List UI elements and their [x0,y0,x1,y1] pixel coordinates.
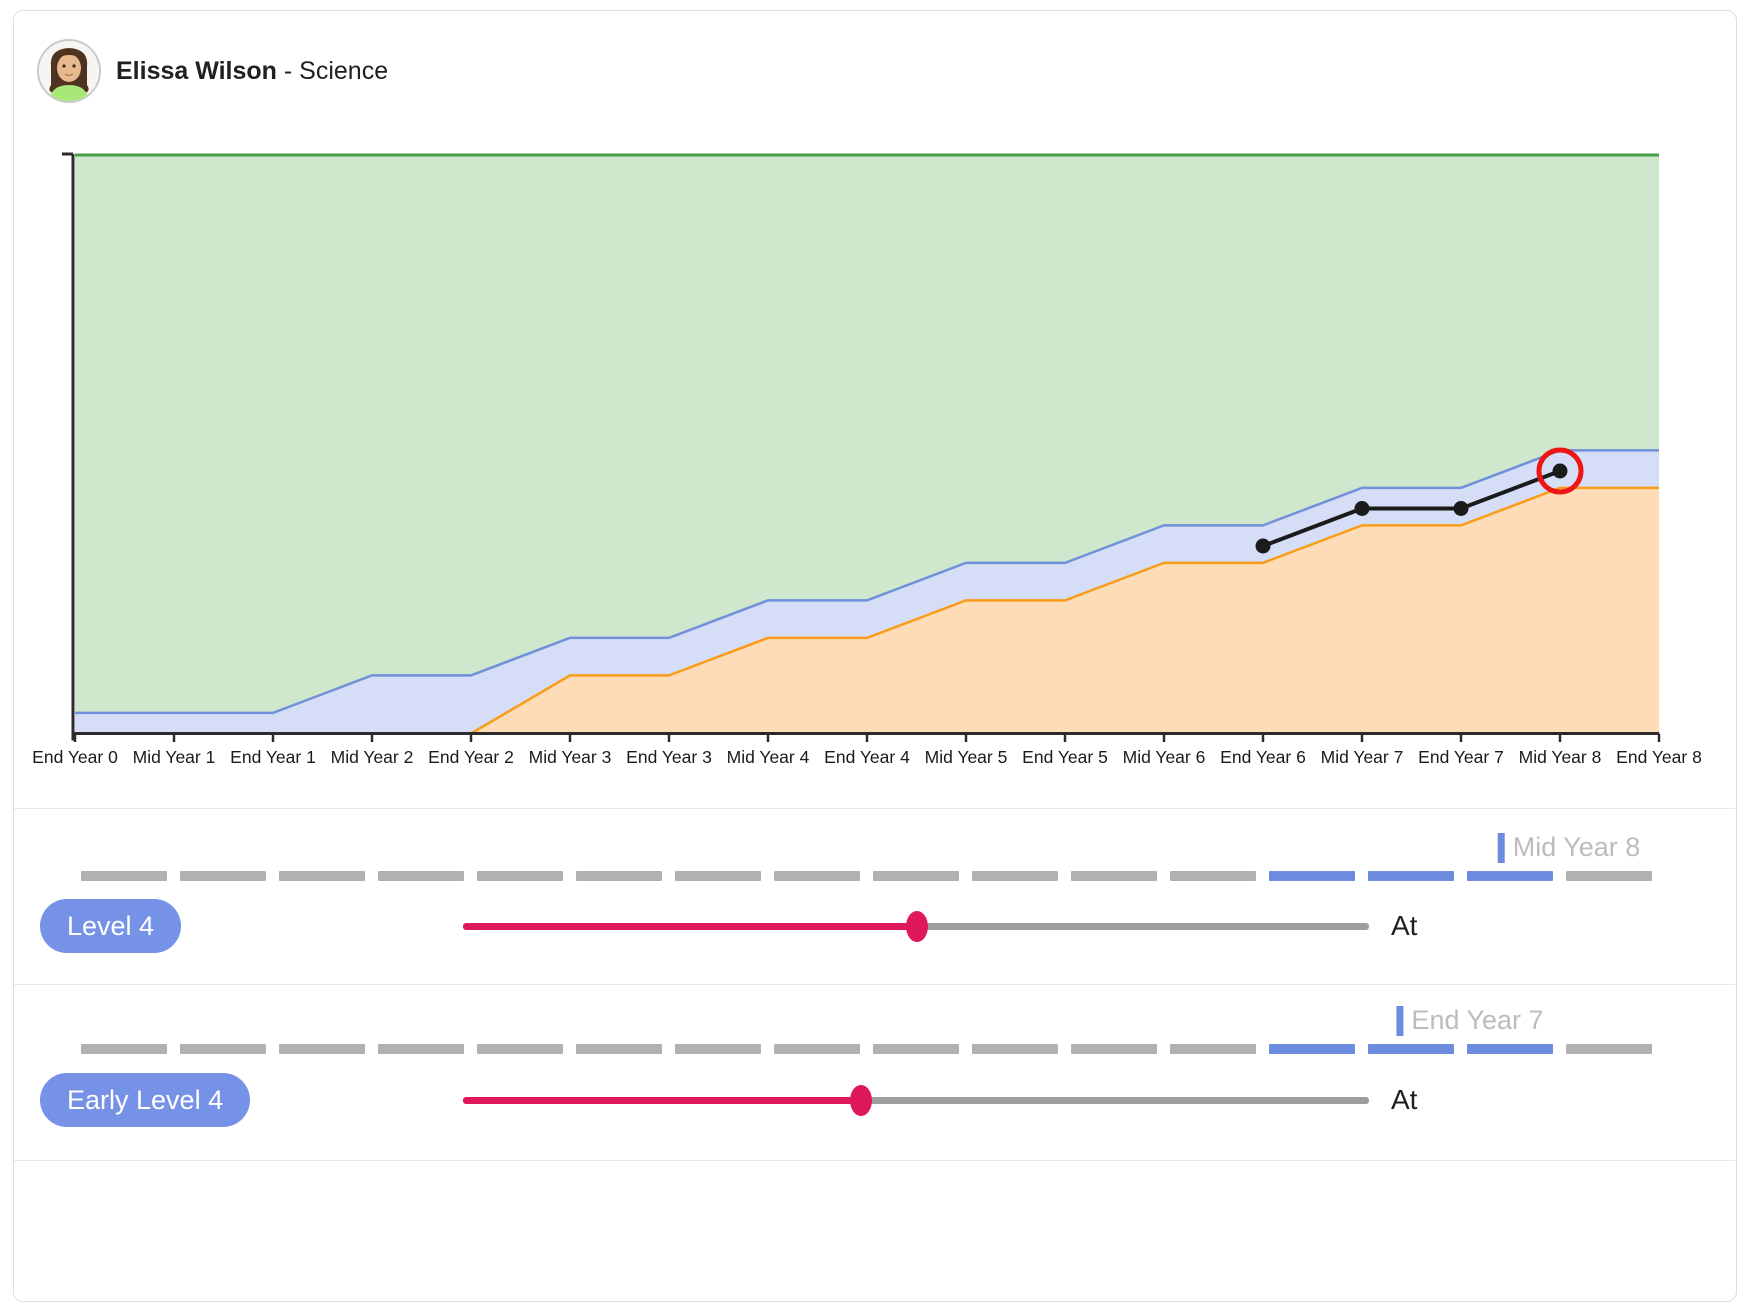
student-result-point[interactable] [1255,538,1271,554]
x-axis-label: End Year 7 [1418,747,1504,767]
level-pill-label: Early Level 4 [67,1085,224,1115]
x-axis-label: End Year 6 [1220,747,1306,767]
period-segment [1170,1044,1256,1054]
divider [14,1160,1735,1161]
x-axis-label: End Year 1 [230,747,316,767]
level-pill-label: Level 4 [67,911,155,941]
period-segment [378,1044,464,1054]
student-result-point[interactable] [1552,463,1568,479]
x-axis-label: End Year 3 [626,747,712,767]
slider-filled-track[interactable] [463,922,917,930]
latest-result-highlight-circle [1536,447,1584,495]
period-segment [873,1044,959,1054]
divider [14,808,1735,809]
x-axis-label: Mid Year 8 [1519,747,1602,767]
x-axis-label: Mid Year 7 [1321,747,1404,767]
page-title: Elissa Wilson - Science [116,57,388,86]
latest-period-label: End Year 7 [1396,1005,1544,1036]
header: Elissa Wilson - Science [37,39,388,103]
slider-remaining-track[interactable] [917,922,1369,930]
slider-knob[interactable] [850,1084,872,1116]
period-segment [576,1044,662,1054]
period-segment [972,1044,1058,1054]
title-separator: - [276,56,300,85]
x-axis-label: End Year 0 [32,747,118,767]
slider-remaining-track[interactable] [861,1096,1369,1104]
x-axis-label: Mid Year 4 [727,747,810,767]
level-pill[interactable]: Early Level 4 [40,1073,251,1127]
period-segment [774,1044,860,1054]
period-segment [81,1044,167,1054]
period-segment-highlighted [1368,871,1454,881]
expected-band-area [75,450,1659,734]
below-expected-area [75,487,1659,734]
x-axis-label: End Year 2 [428,747,514,767]
x-axis-label: End Year 4 [824,747,910,767]
period-segment [378,871,464,881]
slider-knob[interactable] [906,910,928,942]
period-marker-icon [1396,1005,1404,1036]
period-segment [279,1044,365,1054]
subject-name: Science [299,56,389,85]
student-result-point[interactable] [1453,501,1469,516]
x-axis-label: Mid Year 5 [925,747,1008,767]
x-axis-label: Mid Year 6 [1123,747,1206,767]
period-segment [279,871,365,881]
x-axis-label: Mid Year 2 [331,747,414,767]
period-segment [873,871,959,881]
expected-upper-line [75,449,1659,715]
student-avatar [37,39,101,103]
period-segment [477,871,563,881]
student-avatar-image [39,41,99,101]
x-axis-label: End Year 5 [1022,747,1108,767]
period-segment-highlighted [1467,1044,1553,1054]
period-segment [477,1044,563,1054]
period-segment-highlighted [1269,871,1355,881]
period-segment [1566,871,1652,881]
status-label: At [1391,910,1418,941]
divider [14,984,1735,985]
period-label-text: End Year 7 [1411,1005,1544,1035]
period-segment [1071,871,1157,881]
period-segment [1071,1044,1157,1054]
period-segment [1170,871,1256,881]
period-segment-highlighted [1467,871,1553,881]
above-expected-area [75,155,1659,713]
x-axis-label: Mid Year 3 [529,747,612,767]
progress-chart[interactable]: End Year 0 Mid Year 1 End Year 1 Mid Year 2… [0,0,1748,800]
period-label-text: Mid Year 8 [1512,832,1641,862]
level-pill[interactable]: Level 4 [40,899,182,953]
student-result-point[interactable] [1354,501,1370,516]
period-marker-icon [1497,832,1505,863]
period-segment [180,871,266,881]
student-result-line [1262,469,1561,548]
status-label: At [1391,1084,1418,1115]
period-segment [675,871,761,881]
period-segment [774,871,860,881]
x-axis-label: Mid Year 1 [133,747,216,767]
latest-period-label: Mid Year 8 [1497,832,1641,863]
period-segment [675,1044,761,1054]
period-segment-highlighted [1368,1044,1454,1054]
student-name: Elissa Wilson [116,56,277,85]
period-segment [972,871,1058,881]
period-segment [180,1044,266,1054]
slider-filled-track[interactable] [463,1096,861,1104]
period-segment [576,871,662,881]
x-axis-label: End Year 8 [1616,747,1702,767]
period-segment [1566,1044,1652,1054]
period-segment-highlighted [1269,1044,1355,1054]
period-segment [81,871,167,881]
